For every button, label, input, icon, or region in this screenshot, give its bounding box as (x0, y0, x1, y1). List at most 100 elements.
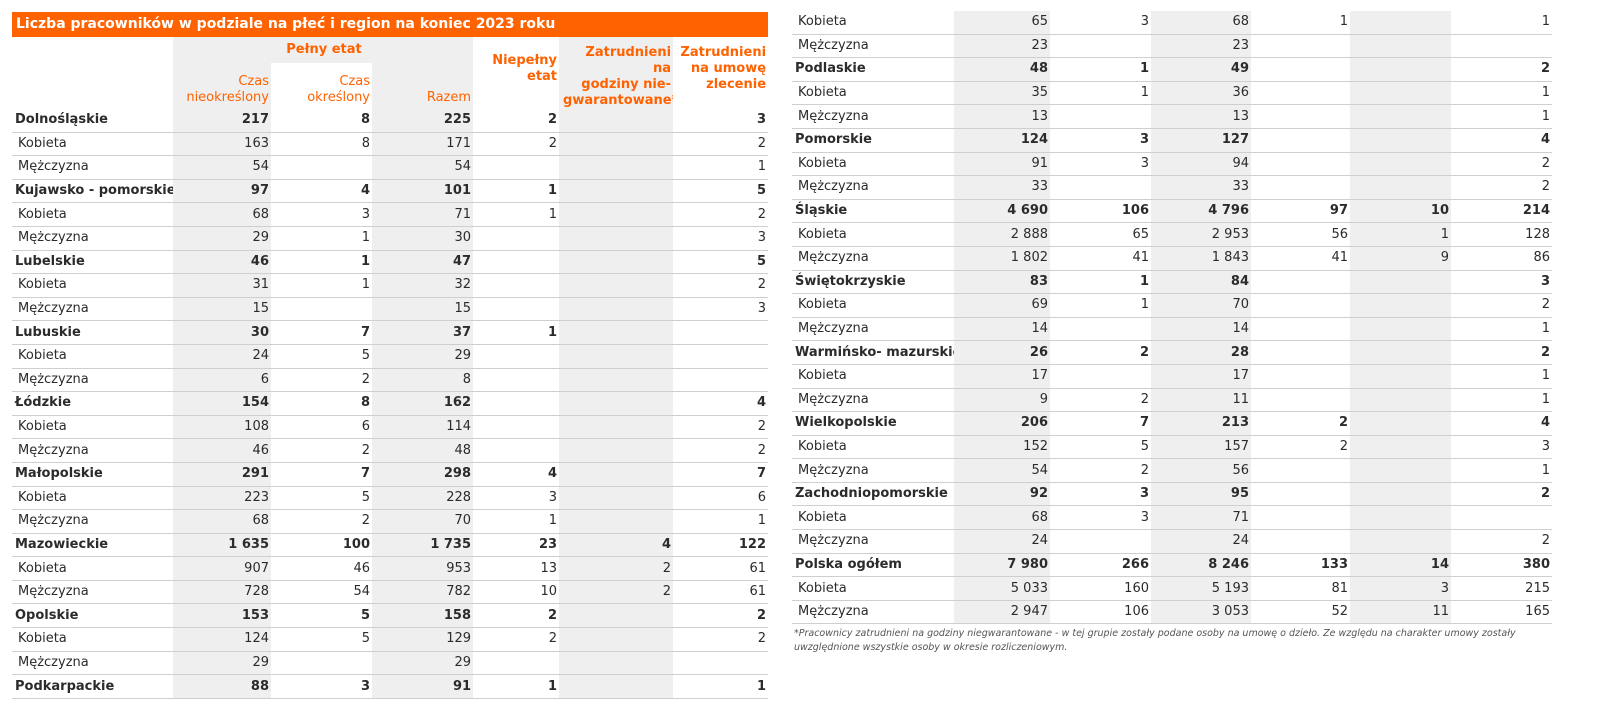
cell-value (559, 509, 674, 534)
cell-value: 3 (360, 678, 370, 694)
header-part-time: Niepełny etat (492, 53, 558, 84)
cell-value: 14 (1350, 553, 1451, 577)
cell-value: 1 (548, 206, 558, 222)
row-label: Kobieta (18, 419, 67, 435)
cell-value: 225 (372, 109, 474, 133)
cell-value: 171 (372, 132, 474, 156)
cell-value: 10 (1350, 199, 1451, 223)
cell-value: 3 (361, 206, 370, 222)
cell-value (1350, 505, 1451, 530)
row-label: Mężczyzna (18, 442, 89, 458)
cell-value (1350, 57, 1451, 82)
region-row: Podkarpackie 88 3 91 1 1 (12, 674, 769, 699)
table-row: Kobieta 35 1 36 1 (792, 81, 1552, 105)
cell-value (559, 415, 674, 439)
cell-value: 70 (1151, 293, 1251, 318)
cell-value: 8 (360, 395, 370, 411)
cell-value: 782 (372, 580, 474, 604)
cell-value: 154 (173, 391, 271, 416)
cell-value: 61 (749, 560, 767, 576)
row-label: Mężczyzna (798, 391, 869, 407)
cell-value (1251, 341, 1350, 365)
cell-value (1251, 128, 1350, 152)
cell-value (1251, 459, 1350, 483)
cell-value: 91 (954, 152, 1050, 176)
cell-value (271, 297, 372, 321)
cell-value (1251, 270, 1350, 294)
cell-value: 2 (548, 135, 558, 151)
cell-value: 2 (757, 135, 767, 151)
table-row: Kobieta 223 5 228 3 6 (12, 486, 769, 510)
cell-value (559, 651, 674, 675)
cell-value (559, 202, 674, 227)
cell-value: 13 (1151, 104, 1251, 129)
table-row: Mężczyzna 29 29 (12, 651, 769, 675)
row-label: Mężczyzna (18, 301, 89, 317)
cell-value: 54 (353, 584, 370, 600)
cell-value (559, 179, 674, 203)
cell-value: 907 (173, 556, 271, 581)
table-row: Kobieta 24 5 29 (12, 344, 769, 369)
cell-value: 1 (548, 513, 558, 529)
cell-value: 5 193 (1151, 576, 1251, 601)
row-label: Kobieta (798, 438, 847, 454)
row-label: Mężczyzna (18, 159, 89, 175)
row-label: Mężczyzna (798, 250, 869, 266)
header-full-time: Pełny etat (173, 37, 474, 64)
cell-value: 29 (173, 651, 271, 675)
cell-value (559, 155, 674, 180)
cell-value (1350, 34, 1451, 58)
cell-value (1251, 364, 1350, 388)
table-row: Mężczyzna 68 2 70 1 1 (12, 509, 769, 534)
cell-value: 2 (1139, 344, 1149, 360)
table-row: Mężczyzna 2 947 106 3 053 52 11 165 (792, 600, 1552, 624)
cell-value: 52 (1331, 604, 1348, 620)
cell-value: 1 (361, 230, 370, 246)
cell-value: 5 (1140, 438, 1149, 454)
cell-value: 71 (372, 202, 474, 227)
cell-value: 17 (954, 364, 1050, 388)
cell-value: 3 (1139, 132, 1149, 148)
cell-value: 8 (372, 368, 474, 392)
cell-value: 35 (954, 81, 1050, 105)
cell-value: 2 (548, 631, 558, 647)
row-label: Kobieta (18, 277, 67, 293)
cell-value: 30 (173, 320, 271, 345)
cell-value (473, 415, 559, 439)
region-row: Podlaskie 48 1 49 2 (792, 57, 1552, 82)
cell-value: 2 (757, 419, 767, 435)
table-row: Mężczyzna 23 23 (792, 34, 1552, 58)
cell-value: 81 (1331, 580, 1348, 596)
cell-value (473, 392, 559, 416)
cell-value: 9 (954, 388, 1050, 412)
header-fixed-term: Czas określony (307, 74, 370, 105)
row-label: Kobieta (798, 85, 847, 101)
cell-value (473, 439, 559, 463)
cell-value: 4 (756, 395, 767, 411)
row-label: Mężczyzna (18, 584, 89, 600)
cell-value: 71 (1151, 505, 1251, 530)
cell-value: 6 (361, 419, 370, 435)
cell-value: 97 (1329, 203, 1348, 219)
cell-value: 7 (360, 466, 370, 482)
cell-value: 158 (372, 603, 474, 628)
header-nonguaranteed: Zatrudnieni na godziny nie-gwarantowane* (559, 37, 674, 109)
cell-value: 31 (173, 273, 271, 298)
cell-value: 2 (547, 607, 558, 623)
region-row: Łódzkie 154 8 162 4 (12, 391, 769, 416)
cell-value: 7 (1139, 415, 1149, 431)
cell-value: 2 (361, 442, 370, 458)
cell-value: 8 246 (1151, 553, 1251, 577)
row-label: Kobieta (798, 226, 847, 242)
cell-value: 165 (1525, 604, 1550, 620)
cell-value: 46 (173, 438, 271, 463)
cell-value (559, 674, 674, 699)
cell-value: 6 (173, 368, 271, 392)
cell-value: 1 (1541, 14, 1550, 30)
cell-value: 3 (1540, 273, 1550, 289)
cell-value: 1 (1140, 297, 1149, 313)
cell-value: 2 (1540, 61, 1550, 77)
cell-value: 48 (954, 57, 1050, 82)
table-row: Kobieta 163 8 171 2 2 (12, 132, 769, 156)
row-label: Mężczyzna (798, 321, 869, 337)
